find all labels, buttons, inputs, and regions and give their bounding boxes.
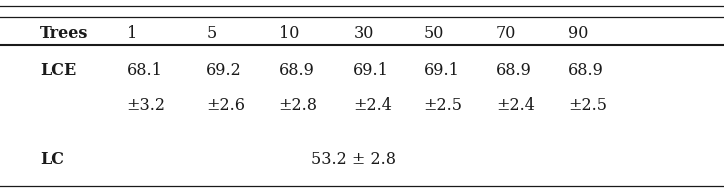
Text: ±3.2: ±3.2	[127, 97, 166, 114]
Text: LCE: LCE	[40, 62, 76, 79]
Text: ±2.4: ±2.4	[353, 97, 392, 114]
Text: ±2.5: ±2.5	[424, 97, 463, 114]
Text: 90: 90	[568, 25, 589, 42]
Text: 10: 10	[279, 25, 299, 42]
Text: ±2.4: ±2.4	[496, 97, 535, 114]
Text: 53.2 ± 2.8: 53.2 ± 2.8	[311, 151, 396, 168]
Text: ±2.8: ±2.8	[279, 97, 318, 114]
Text: 69.1: 69.1	[424, 62, 460, 79]
Text: 70: 70	[496, 25, 516, 42]
Text: 69.1: 69.1	[353, 62, 390, 79]
Text: 1: 1	[127, 25, 137, 42]
Text: ±2.6: ±2.6	[206, 97, 245, 114]
Text: Trees: Trees	[40, 25, 88, 42]
Text: 68.9: 68.9	[496, 62, 532, 79]
Text: 68.1: 68.1	[127, 62, 163, 79]
Text: LC: LC	[40, 151, 64, 168]
Text: ±2.5: ±2.5	[568, 97, 607, 114]
Text: 5: 5	[206, 25, 216, 42]
Text: 50: 50	[424, 25, 444, 42]
Text: 68.9: 68.9	[568, 62, 605, 79]
Text: 68.9: 68.9	[279, 62, 315, 79]
Text: 69.2: 69.2	[206, 62, 242, 79]
Text: 30: 30	[353, 25, 374, 42]
